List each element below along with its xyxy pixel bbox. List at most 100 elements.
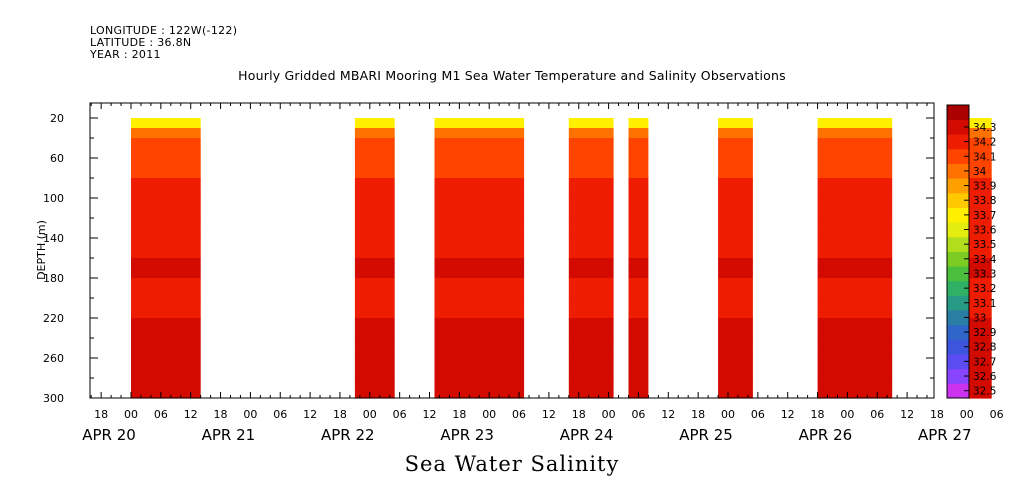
salinity-cell	[817, 278, 893, 299]
salinity-cell	[568, 238, 614, 259]
salinity-cell	[718, 138, 753, 149]
salinity-cell	[354, 238, 395, 259]
salinity-cell	[434, 158, 525, 179]
salinity-cell	[718, 278, 753, 299]
colorbar: 32.5 32.6 32.7 32.8 32.9 33 33.1 33.2 33.3 33.4 33…	[946, 104, 997, 399]
salinity-cell	[131, 158, 201, 179]
colorbar-label: 34.3	[973, 122, 996, 134]
salinity-cell	[131, 318, 201, 339]
colorbar-swatch	[947, 324, 969, 340]
salinity-cell	[568, 258, 614, 279]
salinity-cell	[718, 258, 753, 279]
x-date-label: APR 25	[679, 426, 733, 444]
salinity-cell	[817, 298, 893, 319]
salinity-cell	[131, 138, 201, 149]
colorbar-swatch	[947, 280, 969, 296]
salinity-cell	[718, 358, 753, 379]
salinity-cell	[817, 338, 893, 359]
salinity-cell	[628, 378, 649, 399]
y-axis-label: DEPTH (m)	[35, 220, 48, 280]
salinity-cell	[131, 128, 201, 139]
salinity-cell	[354, 148, 395, 159]
salinity-cell	[718, 198, 753, 219]
colorbar-label: 33.9	[973, 181, 996, 193]
x-hour-label: 06	[393, 408, 407, 421]
salinity-cell	[354, 338, 395, 359]
salinity-cell	[568, 358, 614, 379]
salinity-cell	[434, 258, 525, 279]
salinity-cell	[434, 238, 525, 259]
salinity-cell	[966, 298, 992, 319]
colorbar-label: 33.2	[973, 283, 996, 295]
salinity-cell	[568, 178, 614, 199]
salinity-cell	[568, 198, 614, 219]
salinity-cell	[966, 128, 992, 139]
salinity-cell	[966, 318, 992, 339]
salinity-cell	[354, 378, 395, 399]
salinity-cell	[817, 198, 893, 219]
x-date-label: APR 21	[202, 426, 256, 444]
x-hour-label: 18	[930, 408, 944, 421]
x-hour-label: 00	[840, 408, 854, 421]
colorbar-swatch	[947, 119, 969, 135]
x-hour-label: 12	[900, 408, 914, 421]
x-hour-label: 00	[124, 408, 138, 421]
salinity-cell	[131, 148, 201, 159]
x-hour-label: 06	[154, 408, 168, 421]
y-tick-label: 20	[50, 112, 64, 125]
salinity-cell	[628, 148, 649, 159]
x-hour-label: 00	[602, 408, 616, 421]
salinity-cell	[966, 118, 992, 129]
salinity-cell	[966, 178, 992, 199]
x-date-label: APR 22	[321, 426, 375, 444]
salinity-cell	[817, 118, 893, 129]
colorbar-swatch	[947, 178, 969, 194]
colorbar-swatch	[947, 310, 969, 326]
salinity-cell	[568, 218, 614, 239]
salinity-cell	[718, 378, 753, 399]
salinity-cell	[966, 258, 992, 279]
salinity-cell	[817, 178, 893, 199]
salinity-cell	[434, 118, 525, 129]
salinity-cell	[131, 258, 201, 279]
salinity-cell	[966, 378, 992, 399]
x-hour-label: 00	[243, 408, 257, 421]
salinity-cell	[718, 298, 753, 319]
salinity-cell	[434, 138, 525, 149]
colorbar-swatch	[947, 134, 969, 150]
colorbar-label: 33.7	[973, 210, 996, 222]
salinity-cell	[817, 358, 893, 379]
salinity-cell	[131, 218, 201, 239]
salinity-cell	[131, 298, 201, 319]
x-hour-label: 00	[482, 408, 496, 421]
y-tick-label: 300	[43, 392, 64, 405]
salinity-cell	[354, 218, 395, 239]
salinity-cell	[817, 138, 893, 149]
y-tick-label: 140	[43, 232, 64, 245]
colorbar-label: 33.3	[973, 268, 996, 280]
data-segment	[817, 118, 893, 399]
salinity-cell	[718, 318, 753, 339]
salinity-cell	[966, 158, 992, 179]
colorbar-swatch	[947, 163, 969, 179]
colorbar-label: 33.6	[973, 225, 997, 237]
colorbar-swatch	[947, 295, 969, 311]
colorbar-swatch	[947, 354, 969, 370]
salinity-cell	[966, 238, 992, 259]
data-segment	[131, 118, 201, 399]
colorbar-label: 32.7	[973, 356, 996, 368]
salinity-cell	[434, 128, 525, 139]
salinity-cell	[628, 138, 649, 149]
salinity-cell	[628, 318, 649, 339]
salinity-cell	[628, 238, 649, 259]
salinity-cell	[354, 128, 395, 139]
x-hour-label: 18	[333, 408, 347, 421]
y-tick-label: 100	[43, 192, 64, 205]
salinity-cell	[628, 218, 649, 239]
salinity-cell	[966, 138, 992, 149]
salinity-cell	[966, 218, 992, 239]
x-hour-label: 06	[631, 408, 645, 421]
salinity-cell	[817, 258, 893, 279]
salinity-cell	[434, 318, 525, 339]
salinity-cell	[131, 278, 201, 299]
